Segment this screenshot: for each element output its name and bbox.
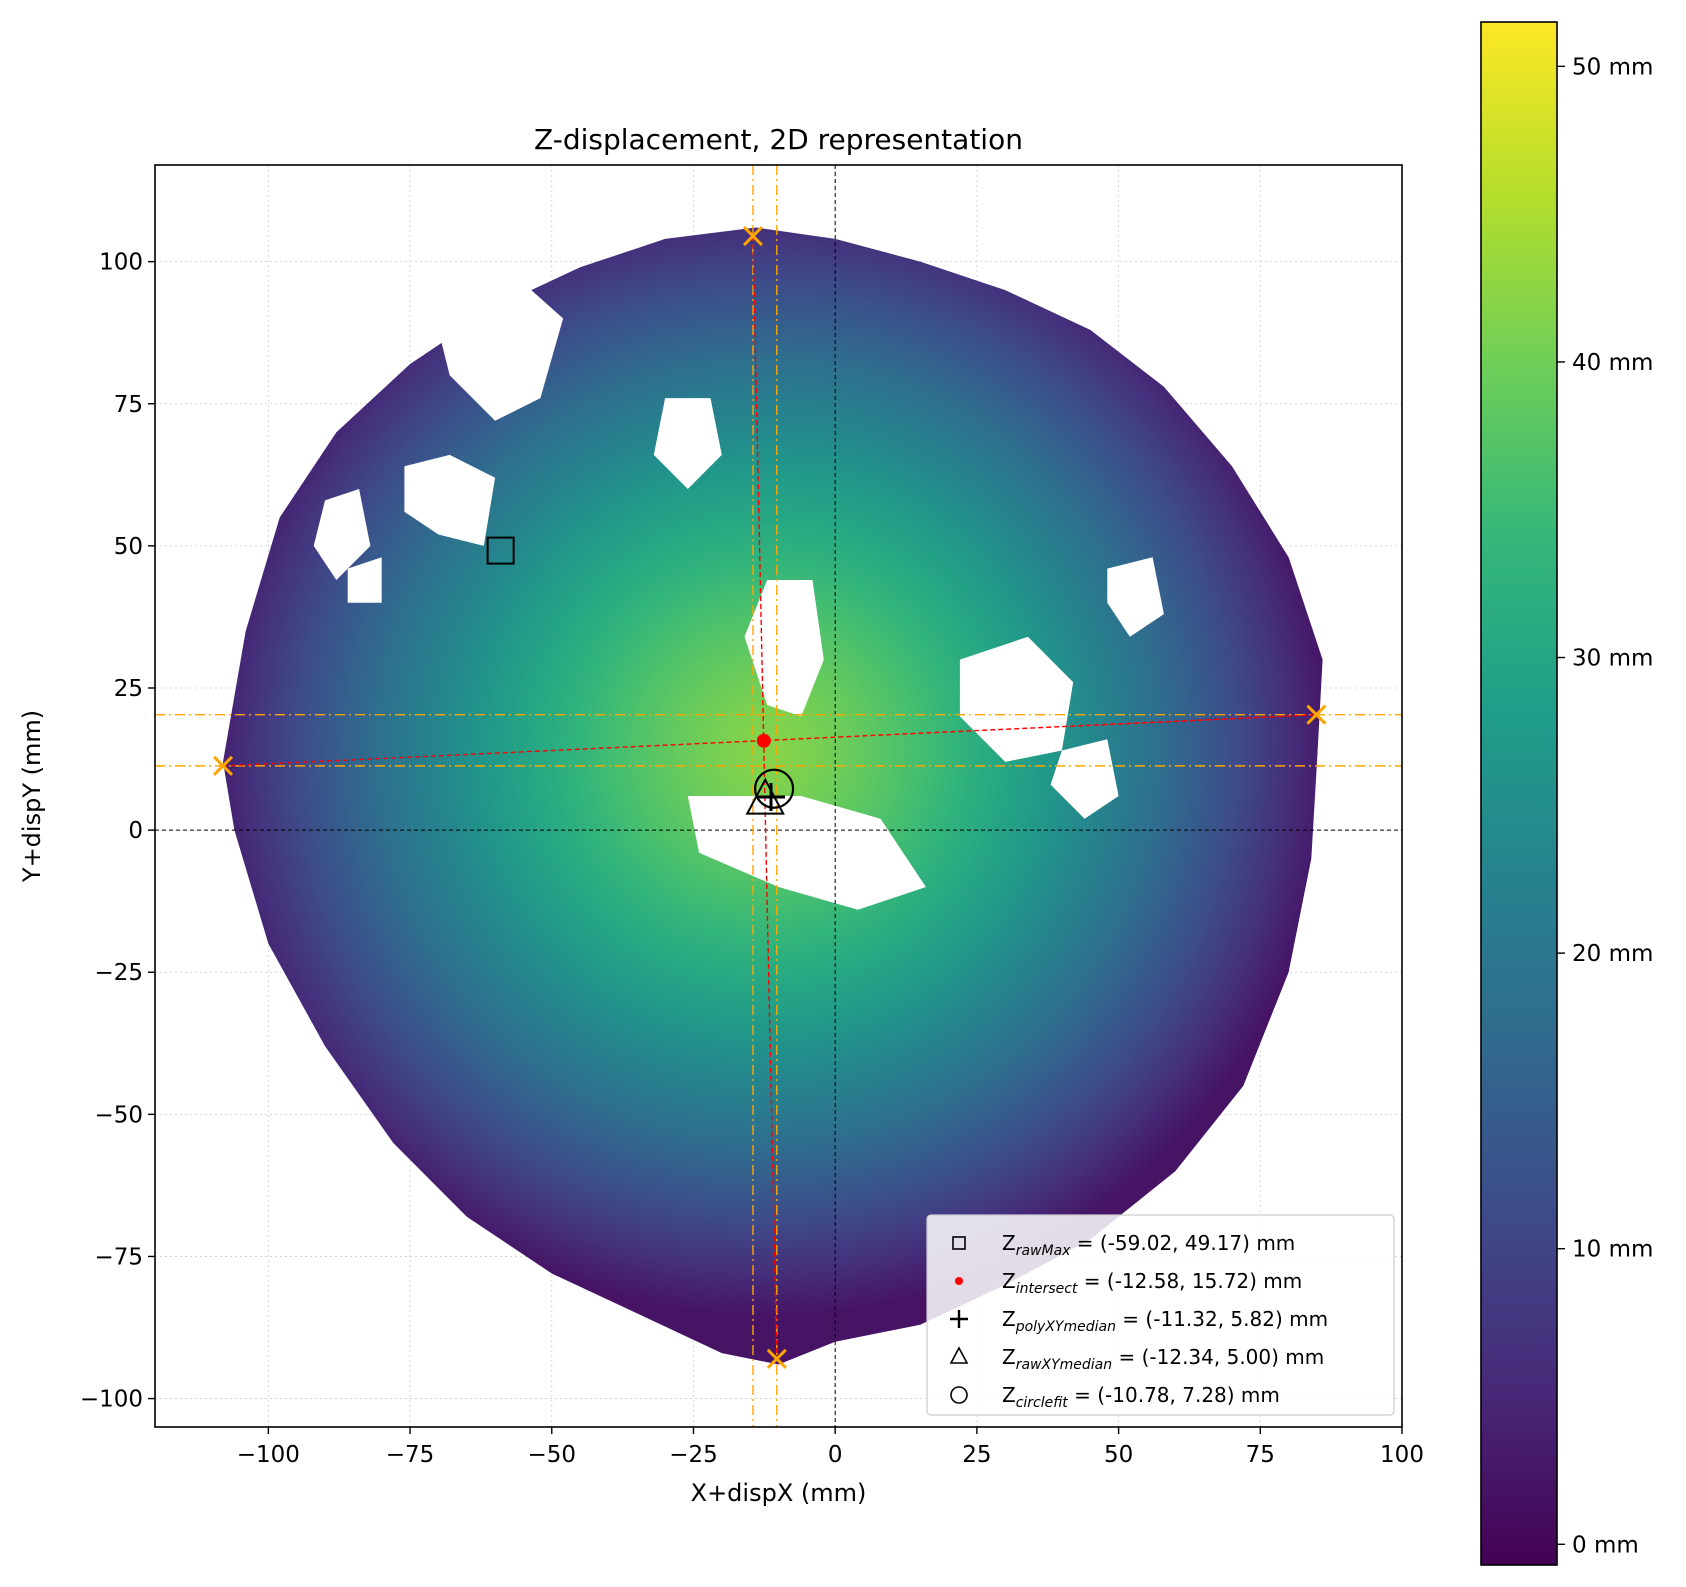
- x-tick-label: 75: [1246, 1442, 1275, 1468]
- legend-entry: Zcirclefit = (-10.78, 7.28) mm: [950, 1383, 1280, 1411]
- legend-label: ZpolyXYmedian = (-11.32, 5.82) mm: [1002, 1307, 1328, 1335]
- x-tick-label: −50: [527, 1442, 576, 1468]
- legend-entry: ZrawMax = (-59.02, 49.17) mm: [952, 1231, 1295, 1259]
- legend-circle-icon: [950, 1386, 968, 1404]
- legend-label: Zcirclefit = (-10.78, 7.28) mm: [1002, 1383, 1280, 1411]
- y-tick-label: −75: [94, 1244, 143, 1270]
- legend-entry: ZrawXYmedian = (-12.34, 5.00) mm: [949, 1345, 1324, 1373]
- x-tick-label: 100: [1380, 1442, 1424, 1468]
- missing-data-hole: [404, 454, 496, 546]
- colorbar-tick-label: 10 mm: [1572, 1237, 1653, 1263]
- intersect-marker: [756, 733, 771, 748]
- legend-dot-icon: [955, 1277, 963, 1285]
- y-tick-label: −100: [80, 1387, 143, 1413]
- missing-data-hole: [959, 636, 1074, 762]
- x-axis-label: X+dispX (mm): [691, 1479, 867, 1507]
- legend-entry: ZpolyXYmedian = (-11.32, 5.82) mm: [950, 1307, 1328, 1335]
- missing-data-hole: [1050, 739, 1119, 819]
- y-tick-label: 25: [114, 676, 143, 702]
- x-tick-label: 25: [962, 1442, 991, 1468]
- y-tick-label: −25: [94, 960, 143, 986]
- rawmax-marker: [486, 536, 515, 565]
- legend-label: Zintersect = (-12.58, 15.72) mm: [1002, 1269, 1302, 1297]
- legend-entry: Zintersect = (-12.58, 15.72) mm: [955, 1269, 1302, 1297]
- x-tick-label: −25: [669, 1442, 718, 1468]
- x-tick-label: 50: [1104, 1442, 1133, 1468]
- y-tick-label: 75: [114, 392, 143, 418]
- colorbar-tick-label: 20 mm: [1572, 941, 1653, 967]
- colorbar-tick-label: 30 mm: [1572, 646, 1653, 672]
- colorbar: 0 mm 10 mm 20 mm 30 mm 40 mm 50 mm: [1480, 21, 1653, 1566]
- y-axis-ticks: −100 −75 −50 −25 0 25 50 75 100: [80, 250, 155, 1413]
- edge-point-marker: [766, 1348, 787, 1369]
- legend-box: [926, 1214, 1395, 1416]
- x-tick-label: −100: [237, 1442, 300, 1468]
- y-tick-label: −50: [94, 1102, 143, 1128]
- polyxymedian-marker: [757, 783, 786, 812]
- missing-data-hole: [347, 557, 382, 603]
- legend-plus-icon: [950, 1310, 968, 1328]
- legend: ZrawMax = (-59.02, 49.17) mm Zintersect =…: [926, 1214, 1395, 1416]
- y-tick-label: 50: [114, 534, 143, 560]
- missing-data-hole: [687, 796, 926, 910]
- y-axis-label: Y+dispY (mm): [18, 710, 46, 883]
- axes-frame: [154, 164, 1403, 1428]
- markers: [212, 225, 1327, 1369]
- edge-point-marker: [742, 225, 764, 247]
- colorbar-bar: [1480, 21, 1558, 1566]
- missing-data-hole: [1107, 557, 1164, 637]
- plot-area: −100 −75 −50 −25 0 25 50 75 100 −100 −75 −50 −25 0 25…: [80, 164, 1424, 1468]
- missing-data-hole: [427, 273, 564, 421]
- colorbar-tick-label: 50 mm: [1572, 54, 1653, 80]
- y-tick-label: 0: [128, 818, 143, 844]
- colorbar-tick-label: 0 mm: [1572, 1532, 1639, 1558]
- legend-label: ZrawMax = (-59.02, 49.17) mm: [1002, 1231, 1295, 1259]
- missing-data-hole: [313, 489, 371, 580]
- legend-triangle-icon: [949, 1346, 969, 1364]
- x-axis-ticks: −100 −75 −50 −25 0 25 50 75 100: [237, 1427, 1424, 1468]
- circlefit-marker: [753, 768, 795, 809]
- chart-title: Z-displacement, 2D representation: [534, 123, 1023, 156]
- y-tick-label: 100: [99, 250, 143, 276]
- x-tick-label: −75: [386, 1442, 435, 1468]
- legend-label: ZrawXYmedian = (-12.34, 5.00) mm: [1002, 1345, 1324, 1373]
- edge-point-marker: [1306, 704, 1327, 725]
- colorbar-tick-label: 40 mm: [1572, 350, 1653, 376]
- missing-data-hole: [653, 398, 722, 489]
- legend-square-icon: [952, 1236, 966, 1250]
- x-tick-label: 0: [828, 1442, 843, 1468]
- edge-point-marker: [212, 755, 234, 776]
- missing-data-hole: [744, 580, 824, 717]
